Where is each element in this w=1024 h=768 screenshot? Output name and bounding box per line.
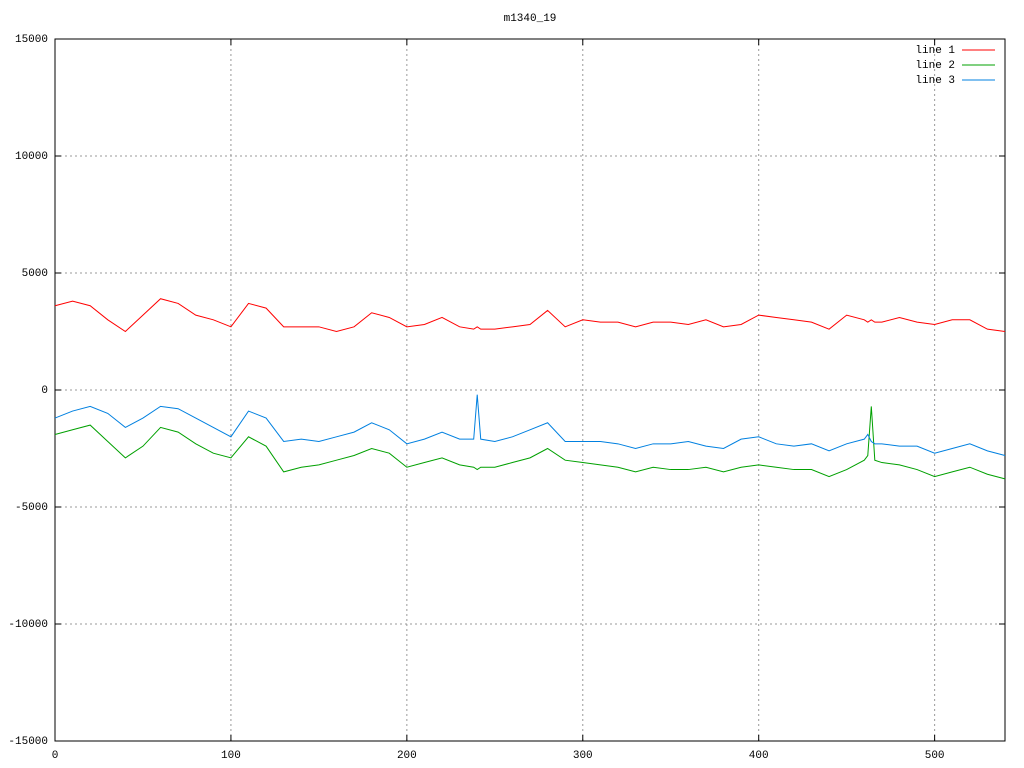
y-tick-label: 10000 <box>15 151 48 163</box>
x-tick-label: 100 <box>221 750 241 762</box>
x-tick-label: 300 <box>573 750 593 762</box>
data-line <box>54 406 1006 480</box>
legend-label: line 2 <box>915 60 955 72</box>
x-tick-label: 200 <box>397 750 417 762</box>
y-tick-label: 0 <box>41 385 48 397</box>
x-tick-label: 500 <box>925 750 945 762</box>
x-tick-label: 0 <box>52 750 59 762</box>
legend-label: line 3 <box>915 75 955 87</box>
y-tick-label: -15000 <box>8 736 48 748</box>
x-tick-label: 400 <box>749 750 769 762</box>
y-tick-label: -10000 <box>8 619 48 631</box>
data-line <box>54 298 1006 333</box>
y-tick-label: 5000 <box>22 268 48 280</box>
plot-border <box>54 38 1006 742</box>
data-line <box>54 394 1006 457</box>
y-tick-label: 15000 <box>15 34 48 46</box>
chart-title: m1340_19 <box>504 13 557 25</box>
y-tick-label: -5000 <box>15 502 48 514</box>
legend-label: line 1 <box>915 45 955 57</box>
